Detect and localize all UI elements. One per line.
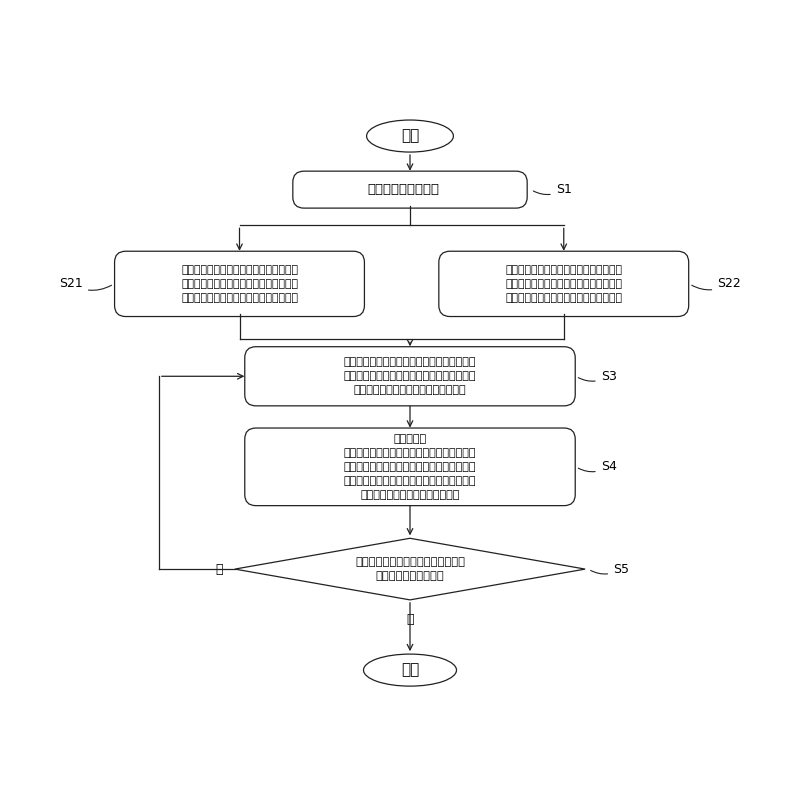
FancyBboxPatch shape: [293, 171, 527, 208]
Text: 开始: 开始: [401, 129, 419, 143]
Text: 对基板暂存区中的复数片第一基板的平面
坐标进行量测，获得该复数片第一基板相
对于所述基准数据的复数个第一相对数据: 对基板暂存区中的复数片第一基板的平面 坐标进行量测，获得该复数片第一基板相 对于…: [181, 265, 298, 303]
Text: S22: S22: [692, 278, 741, 290]
Text: 预先存储一基准数据: 预先存储一基准数据: [368, 183, 440, 196]
Text: S4: S4: [578, 460, 617, 474]
Text: S1: S1: [534, 183, 571, 196]
Text: 结束: 结束: [401, 662, 419, 678]
Text: S3: S3: [578, 370, 617, 382]
Text: 将一第二相对数据与复数个第一相对数据进行
比较，获得所述复数个第一相对数据中与该第
二相对数据最匹配的一个第一相对数据: 将一第二相对数据与复数个第一相对数据进行 比较，获得所述复数个第一相对数据中与该…: [344, 358, 476, 395]
FancyBboxPatch shape: [245, 346, 575, 406]
Ellipse shape: [366, 120, 454, 152]
Polygon shape: [235, 538, 585, 600]
Text: 是: 是: [406, 613, 414, 626]
Text: 根据所述最
匹配的第一相对数据和第二相对数据，将处于
基板暂存区的与所述匹配的第一相对数据和第
二相对数据分别相对应的第一基板和第二基板
选择出来，并输出给其他: 根据所述最 匹配的第一相对数据和第二相对数据，将处于 基板暂存区的与所述匹配的第…: [344, 434, 476, 500]
Text: 否: 否: [216, 562, 223, 575]
FancyBboxPatch shape: [439, 251, 689, 317]
FancyBboxPatch shape: [114, 251, 365, 317]
Text: 对基板暂存区中的复数片第二基板的平面
坐标进行量测，获得该复数片第二基板相
对于所述基准数据的复数个第二相对数据: 对基板暂存区中的复数片第二基板的平面 坐标进行量测，获得该复数片第二基板相 对于…: [506, 265, 622, 303]
Text: S5: S5: [590, 562, 629, 575]
FancyBboxPatch shape: [245, 428, 575, 506]
Text: S21: S21: [59, 278, 111, 290]
Ellipse shape: [363, 654, 457, 686]
Text: 判断复数片第二基板或者复数片第一
基板是否全部完成匹配: 判断复数片第二基板或者复数片第一 基板是否全部完成匹配: [355, 557, 465, 581]
